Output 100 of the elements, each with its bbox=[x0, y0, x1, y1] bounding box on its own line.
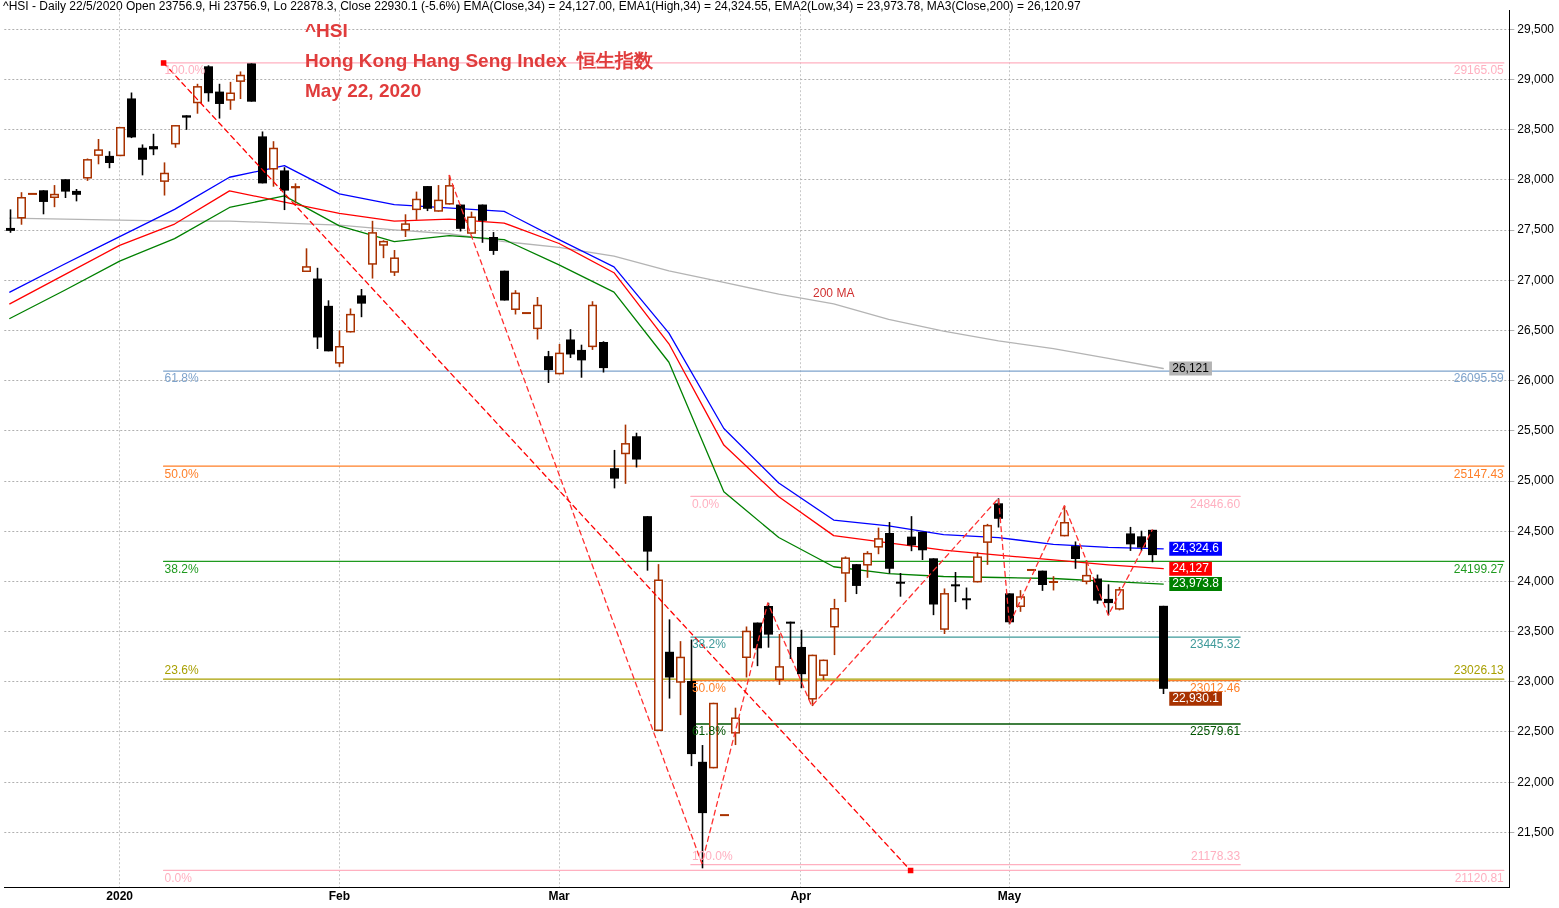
candlestick bbox=[973, 551, 982, 584]
annotation: 61.8% bbox=[164, 371, 199, 386]
y-tick-label: 26,000 bbox=[1517, 372, 1555, 387]
candlestick bbox=[335, 329, 344, 368]
candlestick bbox=[478, 203, 487, 244]
candlestick bbox=[61, 178, 70, 199]
data-label: 23,973.8 bbox=[1172, 576, 1220, 591]
candlestick bbox=[555, 343, 564, 376]
candlestick bbox=[786, 620, 795, 660]
candlestick bbox=[1126, 526, 1135, 552]
x-tick-label: May bbox=[997, 889, 1022, 904]
candlestick bbox=[149, 132, 158, 156]
candlestick bbox=[193, 82, 202, 115]
candlestick bbox=[467, 210, 476, 235]
data-label: 24846.60 bbox=[1190, 496, 1241, 511]
y-tick-label: 28,000 bbox=[1517, 172, 1555, 187]
candlestick bbox=[775, 633, 784, 686]
candlestick bbox=[215, 82, 224, 120]
y-tick-label: 29,000 bbox=[1517, 71, 1555, 86]
candlestick bbox=[896, 572, 905, 598]
candlestick bbox=[610, 449, 619, 490]
y-tick-label: 24,500 bbox=[1517, 523, 1555, 538]
candlestick bbox=[390, 249, 399, 277]
data-label: 26,121 bbox=[1172, 360, 1210, 375]
data-label: 24,324.6 bbox=[1172, 541, 1220, 556]
annotation: 38.2% bbox=[691, 637, 727, 652]
annotation: 0.0% bbox=[164, 870, 193, 885]
data-label: 25147.43 bbox=[1453, 466, 1505, 481]
candlestick bbox=[1104, 583, 1113, 616]
candlestick bbox=[621, 423, 630, 485]
candlestick bbox=[566, 328, 575, 359]
y-tick-label: 23,500 bbox=[1517, 623, 1555, 638]
y-tick-label: 23,000 bbox=[1517, 674, 1555, 689]
candlestick bbox=[357, 288, 366, 318]
candlestick bbox=[83, 157, 92, 182]
annotation: 38.2% bbox=[164, 561, 199, 576]
text: ^HSI bbox=[305, 19, 348, 41]
candlestick bbox=[291, 182, 300, 205]
candlestick bbox=[544, 350, 553, 384]
candlestick bbox=[863, 550, 872, 579]
y-tick-label: 25,500 bbox=[1517, 423, 1555, 438]
candlestick bbox=[226, 81, 235, 111]
candlestick bbox=[951, 571, 960, 603]
candlestick bbox=[412, 190, 421, 221]
candlestick bbox=[6, 208, 15, 234]
candlestick bbox=[983, 523, 992, 566]
candlestick bbox=[1071, 540, 1080, 570]
candlestick bbox=[160, 161, 169, 197]
y-tick-label: 22,500 bbox=[1517, 724, 1555, 739]
candlestick bbox=[632, 431, 641, 469]
candlestick bbox=[269, 140, 278, 188]
candlestick bbox=[280, 166, 289, 211]
y-tick-label: 22,000 bbox=[1517, 774, 1555, 789]
x-tick-label: Feb bbox=[328, 889, 351, 904]
annotation: 50.0% bbox=[164, 466, 199, 481]
candlestick bbox=[39, 189, 48, 216]
candlestick bbox=[236, 70, 245, 100]
candlestick bbox=[577, 343, 586, 379]
candlestick bbox=[171, 124, 180, 149]
candlestick bbox=[852, 563, 861, 595]
y-tick-label: 27,500 bbox=[1517, 222, 1555, 237]
candlestick bbox=[138, 143, 147, 177]
data-label: 24199.27 bbox=[1453, 561, 1505, 576]
annotation: 0.0% bbox=[691, 496, 720, 511]
candlestick bbox=[511, 289, 520, 316]
x-tick-label: Mar bbox=[548, 889, 571, 904]
data-label: 26095.59 bbox=[1453, 371, 1505, 386]
series-label: 200 MA bbox=[813, 286, 855, 301]
data-label: 21120.81 bbox=[1454, 870, 1505, 885]
y-tick-label: 28,500 bbox=[1517, 121, 1555, 136]
y-tick-label: 25,000 bbox=[1517, 473, 1555, 488]
annotation: 22,930.1 bbox=[1172, 691, 1220, 706]
data-label: 29165.05 bbox=[1453, 63, 1505, 78]
data-label: 23445.32 bbox=[1190, 637, 1241, 652]
candlestick bbox=[907, 515, 916, 552]
candlestick bbox=[962, 586, 971, 611]
candlestick bbox=[489, 231, 498, 256]
data-label: 23026.13 bbox=[1453, 663, 1505, 678]
candlestick bbox=[434, 184, 443, 213]
candlestick bbox=[17, 191, 26, 226]
x-tick-label: 2020 bbox=[106, 889, 134, 904]
annotation: 23.6% bbox=[164, 663, 199, 678]
candlestick bbox=[830, 598, 839, 656]
annotation: ^HSI - Daily 22/5/2020 Open 23756.9, Hi 23756.9, Lo 22878.3, Close 22930.1 (-5.6%) EMA(Close,34) = 24,127.00, EMA1(High,34) = 24,324.55, EMA2(Low,34) = 23,973.78, MA3(Close,200) = 26,120.97 bbox=[3, 0, 1081, 14]
text: Hong Kong Hang Seng Index 恒生指数 bbox=[305, 49, 655, 71]
y-tick-label: 24,000 bbox=[1517, 573, 1555, 588]
candlestick bbox=[1137, 529, 1146, 552]
candlestick bbox=[841, 555, 850, 603]
y-tick-label: 26,500 bbox=[1517, 322, 1555, 337]
annotation: May 22, 2020 bbox=[305, 79, 422, 101]
candlestick bbox=[533, 296, 542, 341]
candlestick bbox=[676, 640, 685, 716]
y-tick-label: 21,500 bbox=[1517, 824, 1555, 839]
candlestick bbox=[874, 526, 883, 556]
y-tick-label: 27,000 bbox=[1517, 272, 1555, 287]
candlestick bbox=[401, 213, 410, 238]
data-label: 24,127 bbox=[1172, 560, 1210, 575]
candlestick bbox=[918, 531, 927, 561]
candlestick bbox=[423, 185, 432, 212]
candlestick bbox=[50, 184, 59, 208]
